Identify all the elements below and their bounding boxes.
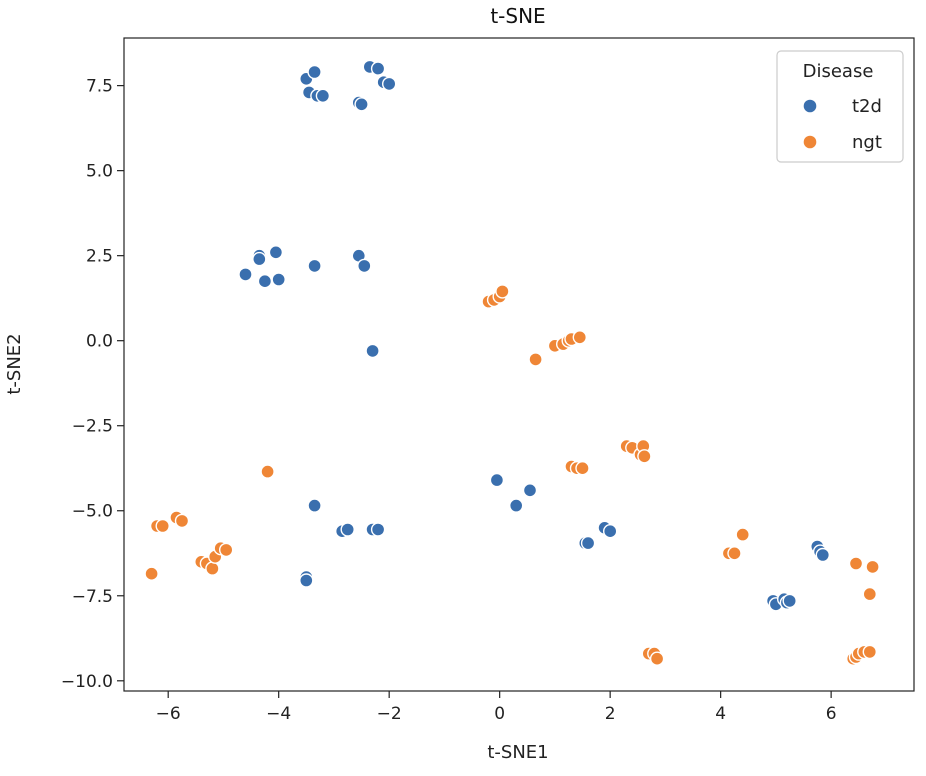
point-t2d: [782, 593, 797, 609]
legend-label-ngt: ngt: [852, 132, 882, 153]
point-ngt: [174, 513, 190, 529]
y-tick-label: −5.0: [72, 502, 113, 522]
point-ngt: [260, 464, 275, 479]
y-axis-title: t-SNE2: [4, 333, 25, 394]
point-ngt: [865, 559, 880, 575]
point-t2d: [365, 343, 380, 359]
y-axis: −10.0 −7.5 −5.0 −2.5 0.0 2.5 5.0 7.5: [61, 77, 124, 692]
y-tick-label: −7.5: [72, 587, 113, 607]
x-tick-label: 2: [605, 704, 616, 724]
x-tick-label: 6: [826, 704, 837, 724]
y-tick-label: 7.5: [86, 77, 113, 97]
point-ngt: [144, 566, 159, 581]
point-ngt: [218, 542, 234, 558]
point-t2d: [307, 498, 322, 513]
point-t2d: [268, 245, 284, 260]
point-ngt: [862, 586, 877, 602]
x-tick-label: −2: [377, 704, 402, 724]
legend-marker-t2d: [802, 98, 818, 114]
legend-marker-ngt: [802, 134, 818, 150]
point-t2d: [252, 251, 267, 267]
point-ngt: [155, 518, 170, 534]
point-ngt: [528, 352, 543, 367]
point-t2d: [238, 267, 253, 282]
y-tick-label: −2.5: [72, 417, 113, 437]
y-tick-label: 2.5: [86, 247, 113, 267]
point-t2d: [257, 274, 273, 289]
point-t2d: [603, 524, 618, 539]
data-points: [144, 59, 880, 666]
point-ngt: [649, 651, 665, 666]
x-tick-label: −6: [156, 704, 181, 724]
point-t2d: [340, 522, 355, 537]
point-t2d: [299, 573, 314, 588]
legend-label-t2d: t2d: [852, 96, 882, 117]
point-t2d: [509, 498, 524, 513]
point-t2d: [271, 272, 286, 287]
y-tick-label: 0.0: [86, 332, 113, 352]
x-tick-label: 0: [494, 704, 505, 724]
point-t2d: [357, 258, 372, 274]
point-ngt: [637, 449, 652, 464]
point-ngt: [727, 546, 742, 561]
point-t2d: [522, 483, 538, 498]
point-ngt: [205, 561, 220, 576]
x-axis: −6 −4 −2 0 2 4 6: [156, 691, 837, 724]
x-tick-label: −4: [266, 704, 291, 724]
point-t2d: [489, 472, 505, 488]
point-ngt: [848, 556, 864, 571]
point-t2d: [370, 61, 386, 76]
point-t2d: [815, 547, 830, 563]
point-t2d: [370, 522, 386, 537]
point-t2d: [307, 64, 322, 80]
legend-box: [776, 50, 904, 163]
point-t2d: [354, 97, 369, 112]
point-t2d: [382, 76, 397, 92]
point-ngt: [735, 527, 750, 542]
point-t2d: [580, 535, 596, 551]
x-axis-title: t-SNE1: [487, 742, 548, 763]
point-ngt: [495, 284, 510, 299]
point-ngt: [572, 330, 587, 345]
plot-area: [123, 37, 915, 692]
point-t2d: [315, 88, 331, 104]
chart-title: t-SNE: [490, 4, 545, 28]
point-ngt: [862, 644, 877, 660]
y-tick-label: 5.0: [86, 162, 113, 182]
x-tick-label: 4: [715, 704, 726, 724]
y-tick-label: −10.0: [61, 672, 113, 692]
point-ngt: [575, 461, 590, 476]
legend-title: Disease: [803, 61, 874, 82]
point-t2d: [307, 258, 322, 274]
legend: Disease t2d ngt: [776, 50, 904, 163]
